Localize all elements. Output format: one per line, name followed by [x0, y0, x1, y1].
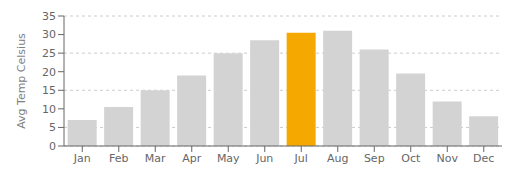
- svg-text:5: 5: [49, 121, 56, 134]
- svg-text:Oct: Oct: [401, 152, 421, 165]
- svg-text:Feb: Feb: [109, 152, 128, 165]
- svg-text:Nov: Nov: [437, 152, 459, 165]
- svg-text:May: May: [217, 152, 240, 165]
- svg-text:Sep: Sep: [364, 152, 385, 165]
- svg-text:15: 15: [42, 84, 56, 97]
- svg-text:Jan: Jan: [73, 152, 91, 165]
- svg-text:Aug: Aug: [327, 152, 348, 165]
- svg-text:Apr: Apr: [182, 152, 202, 165]
- svg-text:Jul: Jul: [294, 152, 308, 165]
- svg-text:Mar: Mar: [145, 152, 166, 165]
- svg-text:25: 25: [42, 47, 56, 60]
- svg-text:20: 20: [42, 66, 56, 79]
- svg-text:Dec: Dec: [473, 152, 494, 165]
- svg-text:30: 30: [42, 28, 56, 41]
- svg-text:Avg Temp Celsius: Avg Temp Celsius: [15, 33, 28, 129]
- svg-text:0: 0: [49, 140, 56, 153]
- svg-text:35: 35: [42, 10, 56, 23]
- svg-text:10: 10: [42, 103, 56, 116]
- svg-text:Jun: Jun: [255, 152, 273, 165]
